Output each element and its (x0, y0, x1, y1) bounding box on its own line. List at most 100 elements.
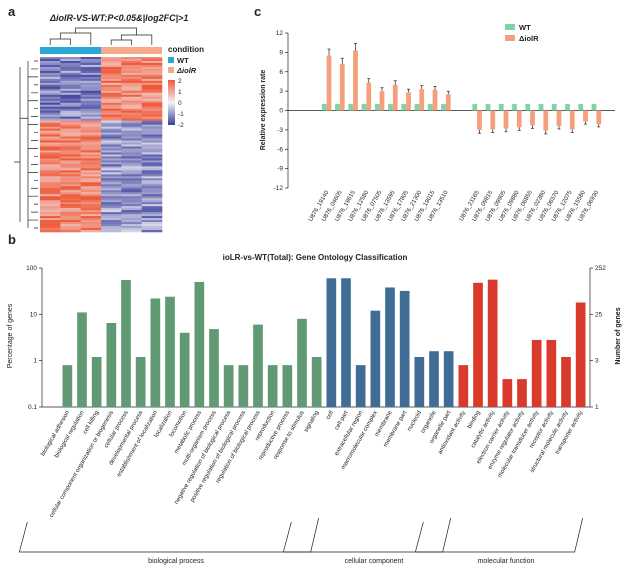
heatmap-cell (141, 92, 163, 96)
heatmap-cell (121, 220, 142, 223)
heatmap-cell (40, 96, 61, 100)
go-left-tick-label: 0.1 (28, 404, 37, 411)
heatmap-cell (80, 66, 102, 70)
heatmap-cell (141, 156, 163, 159)
heatmap-cell (40, 230, 61, 233)
heatmap-cell (40, 188, 61, 191)
heatmap-cell (60, 184, 81, 187)
legend-wt-label: WT (177, 56, 189, 65)
go-bar (194, 281, 205, 407)
heatmap-cell (121, 98, 142, 102)
expr-bar-wt (538, 104, 544, 111)
heatmap-cell (121, 170, 142, 173)
expr-bar-wt (335, 104, 340, 111)
expr-bar-mutant (583, 110, 588, 122)
heatmap-cell (60, 78, 81, 82)
heatmap-condition-bar (40, 47, 162, 54)
heatmap-cell (101, 92, 122, 96)
heatmap-cell (40, 192, 61, 195)
heatmap-cell (60, 108, 81, 111)
expr-bar-mutant (353, 50, 358, 111)
go-bar (561, 356, 571, 407)
heatmap-cell (80, 92, 102, 96)
heatmap-cell (80, 174, 102, 177)
heatmap-cell (101, 112, 122, 115)
heatmap-cell (141, 110, 163, 113)
heatmap-cell (40, 184, 61, 187)
heatmap-cell (60, 126, 81, 129)
heatmap-cell (80, 222, 102, 225)
heatmap-cell (60, 94, 81, 98)
go-right-tick-label: 25 (595, 311, 603, 318)
heatmap-cell (101, 68, 122, 72)
heatmap-cell (141, 198, 163, 201)
heatmap-cell (60, 206, 81, 209)
heatmap-cell (80, 178, 102, 181)
heatmap-cell (60, 150, 81, 153)
heatmap-cell (101, 162, 122, 165)
heatmap-cell (80, 206, 102, 209)
heatmap-cell (101, 132, 122, 135)
heatmap-cell (80, 108, 102, 111)
heatmap-cell (141, 112, 163, 115)
expr-y-axis-label: Relative expression rate (260, 70, 267, 151)
heatmap-cell (101, 82, 122, 86)
heatmap-color-scale (168, 80, 175, 125)
heatmap-cell (80, 132, 102, 135)
heatmap-cell (121, 230, 142, 233)
heatmap-cell (60, 166, 81, 169)
heatmap-cell (141, 164, 163, 167)
expr-y-tick-label: -9 (277, 166, 283, 173)
go-bar (385, 287, 395, 407)
heatmap-cell (141, 184, 163, 187)
heatmap-cell (80, 210, 102, 213)
heatmap-cell (40, 202, 61, 205)
heatmap-cell (141, 182, 163, 185)
heatmap-cell (40, 88, 61, 92)
heatmap-cell (121, 100, 142, 104)
heatmap-cell (80, 60, 102, 64)
heatmap-cell (40, 190, 61, 193)
heatmap-cell (80, 172, 102, 175)
go-bar (77, 312, 87, 407)
heatmap-cell (40, 156, 61, 159)
heatmap-cell (60, 88, 81, 92)
heatmap-cell (121, 88, 142, 92)
go-group-label: cellular component (345, 558, 404, 565)
heatmap-cell (121, 104, 142, 108)
heatmap-cell (40, 82, 61, 86)
heatmap-cell (141, 192, 163, 195)
heatmap-cell (80, 200, 102, 203)
expr-bar-wt (374, 104, 380, 111)
heatmap-cell (101, 142, 122, 145)
heatmap-cell (101, 202, 122, 205)
heatmap-cell (141, 68, 163, 72)
heatmap-cell (40, 204, 61, 207)
heatmap-cell (80, 64, 102, 68)
heatmap-cell (101, 94, 122, 98)
heatmap-cell (121, 86, 142, 90)
heatmap-cell (141, 136, 163, 139)
heatmap-cell (141, 116, 163, 119)
heatmap-cell (141, 170, 163, 173)
heatmap-cell (121, 186, 142, 189)
heatmap-cell (60, 142, 81, 145)
go-bar (429, 351, 439, 407)
expr-bar-wt (348, 104, 354, 111)
heatmap-cell (80, 62, 102, 66)
heatmap-cell (141, 120, 163, 123)
heatmap-cell (121, 76, 142, 80)
expr-bar-mutant (445, 94, 451, 111)
heatmap-cell (40, 124, 61, 127)
heatmap-cell (80, 74, 102, 78)
heatmap-cell (80, 146, 102, 149)
heatmap-cell (141, 62, 163, 66)
heatmap-cell (80, 184, 102, 187)
heatmap-cell (80, 166, 102, 169)
heatmap-cell (80, 130, 102, 133)
heatmap-cell (60, 80, 81, 84)
heatmap-cell (121, 82, 142, 86)
go-title: ioLR-vs-WT(Total): Gene Ontology Classif… (223, 253, 408, 262)
go-group-label: biological process (148, 558, 204, 565)
go-bar (91, 356, 102, 407)
